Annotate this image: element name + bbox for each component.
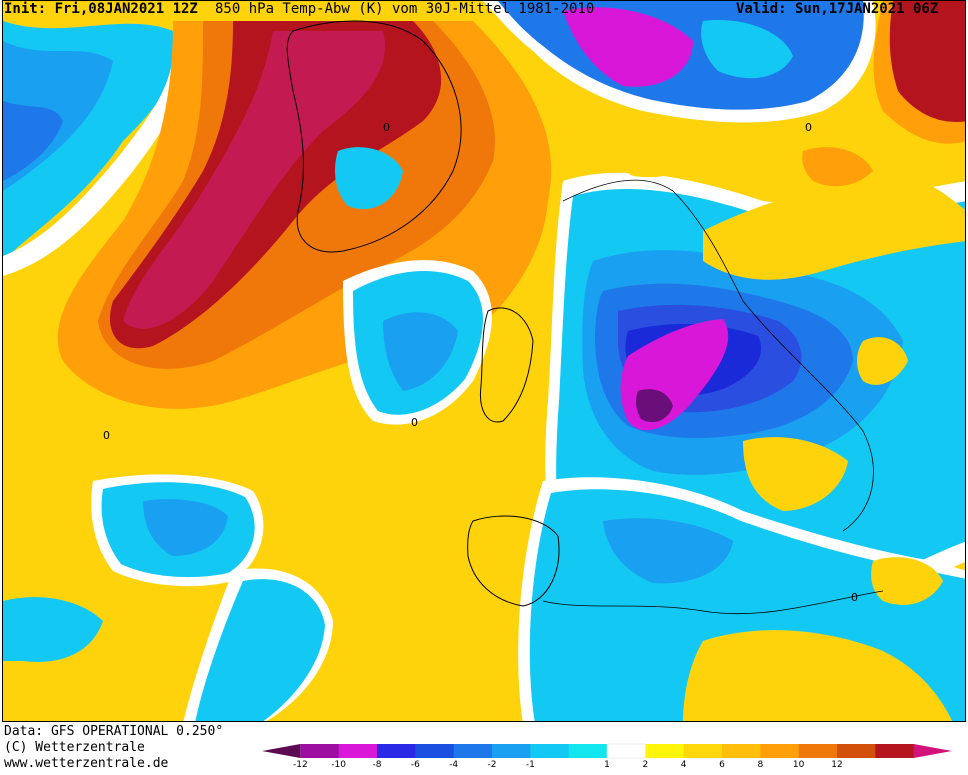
color-scale-swatch bbox=[530, 744, 570, 758]
color-scale-swatch bbox=[568, 744, 608, 758]
color-scale-bar bbox=[262, 743, 952, 759]
warm-anomaly-region bbox=[602, 127, 703, 178]
color-scale-swatch bbox=[415, 744, 455, 758]
temperature-anomaly-map: 0 0 0 0 0 bbox=[2, 0, 966, 722]
map-header: Init: Fri,08JAN2021 12Z 850 hPa Temp-Abw… bbox=[0, 0, 968, 22]
color-scale-tick-label: -1 bbox=[525, 760, 535, 770]
color-scale-tick-label: 12 bbox=[831, 760, 843, 770]
color-scale-swatch bbox=[453, 744, 493, 758]
cold-anomaly-region bbox=[3, 597, 103, 662]
color-scale-swatch bbox=[300, 744, 340, 758]
extreme-cold-anomaly bbox=[636, 389, 673, 423]
neutral-anomaly-band bbox=[3, 31, 189, 276]
data-source-credit: Data: GFS OPERATIONAL 0.250° bbox=[4, 724, 224, 739]
warm-anomaly-region bbox=[743, 437, 848, 511]
continental-coastline bbox=[562, 179, 874, 532]
cold-anomaly-core bbox=[143, 499, 228, 556]
contour-label: 0 bbox=[805, 121, 812, 134]
cold-anomaly-core bbox=[603, 518, 733, 584]
contour-label: 0 bbox=[383, 121, 390, 134]
warm-anomaly-region bbox=[802, 147, 873, 187]
color-scale-swatch bbox=[875, 744, 915, 758]
iberia-coastline bbox=[467, 515, 560, 607]
map-title: 850 hPa Temp-Abw (K) vom 30J-Mittel 1981… bbox=[215, 1, 595, 17]
cold-anomaly-core bbox=[3, 101, 63, 181]
color-scale-swatch bbox=[338, 744, 378, 758]
color-scale-legend: -12 -10 -8 -6 -4 -2 -1 1 2 4 6 8 10 12 bbox=[262, 742, 962, 772]
color-scale-swatch bbox=[722, 744, 761, 758]
color-scale-swatch bbox=[645, 744, 685, 758]
color-scale-swatch bbox=[377, 744, 416, 758]
color-scale-tick-label: 10 bbox=[792, 760, 805, 770]
valid-time-label: Valid: Sun,17JAN2021 06Z bbox=[736, 1, 939, 17]
color-scale-swatch bbox=[262, 744, 301, 758]
color-scale-swatch bbox=[683, 744, 723, 758]
color-scale-tick-label: -12 bbox=[292, 760, 308, 770]
greenland-coastline bbox=[286, 20, 462, 253]
color-scale-tick-label: -2 bbox=[487, 760, 497, 770]
color-scale-tick-label: 2 bbox=[642, 760, 649, 770]
contour-label: 0 bbox=[103, 429, 110, 442]
warm-anomaly-region bbox=[703, 176, 965, 280]
warm-anomaly-region bbox=[683, 630, 953, 721]
color-scale-swatch bbox=[760, 744, 800, 758]
color-scale-swatch bbox=[606, 743, 647, 759]
contour-label: 0 bbox=[411, 416, 418, 429]
cold-anomaly-core bbox=[383, 312, 458, 391]
strong-warm-anomaly bbox=[123, 31, 385, 329]
map-footer: Data: GFS OPERATIONAL 0.250° (C) Wetterz… bbox=[0, 722, 968, 775]
website-link[interactable]: www.wetterzentrale.de bbox=[4, 756, 169, 771]
color-scale-swatch bbox=[837, 744, 876, 758]
copyright-credit: (C) Wetterzentrale bbox=[4, 740, 145, 755]
color-scale-tick-label: -10 bbox=[331, 760, 347, 770]
cold-anomaly-region bbox=[195, 579, 325, 721]
color-scale-swatch bbox=[913, 744, 952, 758]
color-scale-tick-label: 6 bbox=[719, 760, 725, 770]
warm-anomaly-region bbox=[857, 337, 908, 385]
color-scale-tick-label: -8 bbox=[372, 760, 382, 770]
color-scale-tick-label: 4 bbox=[680, 760, 687, 770]
map-canvas: 0 0 0 0 0 bbox=[3, 1, 965, 721]
color-scale-tick-label: 1 bbox=[604, 760, 610, 770]
cold-anomaly-region bbox=[335, 147, 403, 210]
color-scale-tick-label: -6 bbox=[410, 760, 420, 770]
african-coastline bbox=[542, 590, 884, 615]
color-scale-swatch bbox=[492, 744, 531, 758]
color-scale-tick-label: 8 bbox=[757, 760, 764, 770]
warm-anomaly-region bbox=[871, 557, 943, 605]
init-time-label: Init: Fri,08JAN2021 12Z bbox=[4, 1, 198, 17]
british-isles-coastline bbox=[479, 307, 534, 423]
strong-cold-anomaly bbox=[563, 7, 693, 87]
color-scale-tick-label: -4 bbox=[449, 760, 459, 770]
contour-label: 0 bbox=[851, 591, 858, 604]
cold-anomaly-region bbox=[701, 20, 793, 79]
color-scale-swatch bbox=[798, 744, 838, 758]
strong-warm-anomaly bbox=[889, 1, 965, 122]
